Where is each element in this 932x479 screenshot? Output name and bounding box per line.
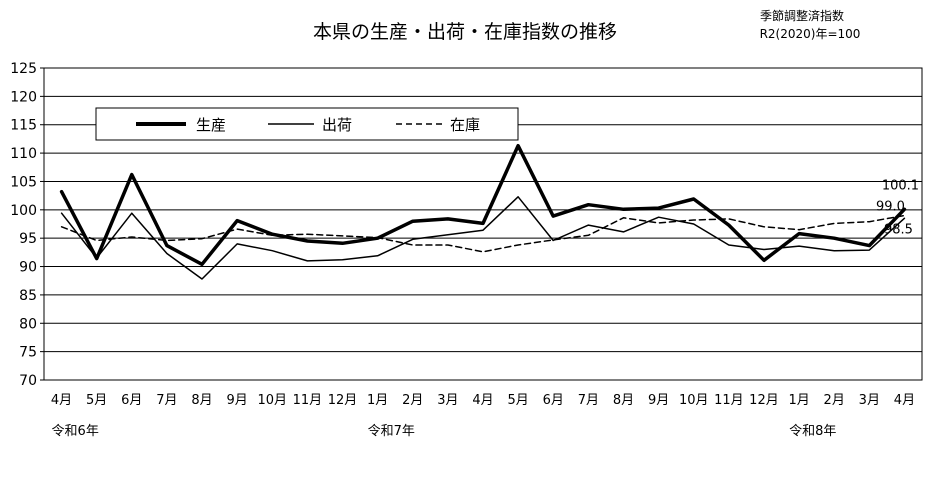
x-tick-label: 6月 xyxy=(543,393,564,408)
y-tick-label: 75 xyxy=(19,345,37,361)
year-label: 令和6年 xyxy=(52,424,99,439)
plot-area xyxy=(43,67,923,381)
x-tick-label: 5月 xyxy=(86,393,107,408)
x-axis: 4月 5月 6月 7月 8月 9月 10月 11月 12月 1月 2月 3月 4月 5月 6月 7月 8月 9月 1… xyxy=(51,393,915,408)
x-tick-label: 6月 xyxy=(121,393,142,408)
x-tick-label: 4月 xyxy=(51,393,72,408)
x-tick-label: 7月 xyxy=(156,393,177,408)
legend-label-production: 生産 xyxy=(196,116,226,134)
x-tick-label: 1月 xyxy=(788,393,809,408)
y-tick-label: 95 xyxy=(19,231,37,247)
x-tick-label: 11月 xyxy=(714,393,744,408)
y-tick-label: 110 xyxy=(10,146,37,162)
data-labels: 100.1 99.0 98.5 xyxy=(876,178,919,237)
legend: 生産 出荷 在庫 xyxy=(95,107,519,141)
x-tick-label: 10月 xyxy=(258,393,288,408)
x-tick-label: 9月 xyxy=(648,393,669,408)
y-tick-label: 115 xyxy=(10,118,37,134)
x-tick-label: 11月 xyxy=(293,393,323,408)
legend-label-inventory: 在庫 xyxy=(450,116,480,134)
x-tick-label: 4月 xyxy=(894,393,915,408)
x-tick-label: 5月 xyxy=(507,393,528,408)
x-tick-label: 9月 xyxy=(227,393,248,408)
x-tick-label: 12月 xyxy=(749,393,779,408)
x-tick-label: 8月 xyxy=(191,393,212,408)
x-tick-label: 3月 xyxy=(859,393,880,408)
legend-label-shipment: 出荷 xyxy=(322,116,352,134)
y-tick-label: 80 xyxy=(19,316,37,332)
y-tick-label: 100 xyxy=(10,203,37,219)
x-tick-label: 2月 xyxy=(824,393,845,408)
year-labels: 令和6年 令和7年 令和8年 xyxy=(52,424,837,439)
x-tick-label: 3月 xyxy=(437,393,458,408)
x-tick-label: 7月 xyxy=(578,393,599,408)
year-label: 令和7年 xyxy=(368,424,415,439)
chart-title: 本県の生産・出荷・在庫指数の推移 xyxy=(313,21,617,43)
x-tick-label: 1月 xyxy=(367,393,388,408)
y-tick-label: 70 xyxy=(19,373,37,389)
y-tick-label: 105 xyxy=(10,174,37,190)
x-tick-label: 2月 xyxy=(402,393,423,408)
series-line-production xyxy=(59,143,907,267)
x-tick-label: 12月 xyxy=(328,393,358,408)
x-tick-label: 4月 xyxy=(472,393,493,408)
chart-note-line-1: 季節調整済指数 xyxy=(760,8,844,23)
y-axis: 70 75 80 85 90 95 100 105 110 115 120 125 xyxy=(10,61,44,389)
series-lines xyxy=(59,143,907,280)
data-label: 99.0 xyxy=(876,199,905,214)
data-label: 98.5 xyxy=(884,222,913,237)
y-tick-label: 90 xyxy=(19,260,37,276)
y-tick-label: 125 xyxy=(10,61,37,77)
y-tick-label: 120 xyxy=(10,89,37,105)
x-tick-label: 8月 xyxy=(613,393,634,408)
chart-note-line-2: R2(2020)年=100 xyxy=(760,27,861,41)
x-tick-label: 10月 xyxy=(679,393,709,408)
y-tick-label: 85 xyxy=(19,288,37,304)
data-label: 100.1 xyxy=(882,178,919,193)
series-line-inventory xyxy=(60,214,906,253)
series-line-shipment xyxy=(60,196,906,280)
year-label: 令和8年 xyxy=(789,424,836,439)
